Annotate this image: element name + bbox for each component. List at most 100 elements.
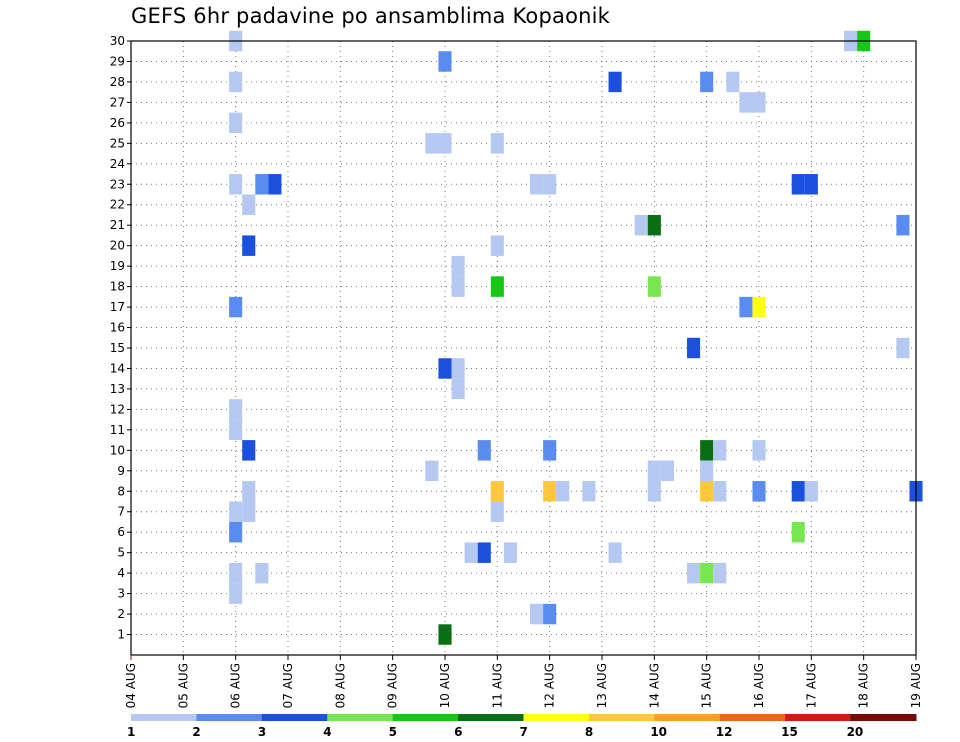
y-tick-label: 18 [110,280,125,294]
x-tick-label: 07 AUG [281,663,295,708]
colorbar-label: 2 [192,725,200,739]
precip-cell [438,51,452,72]
x-tick-label: 12 AUG [543,663,557,708]
y-tick-label: 8 [117,484,125,498]
y-tick-label: 29 [110,54,125,68]
y-tick-label: 3 [117,587,125,601]
precip-cell [556,481,570,502]
y-tick-label: 14 [110,361,125,375]
colorbar-segment [392,714,459,721]
precip-cell [255,562,269,584]
precip-cell [451,255,465,277]
colorbar-label: 12 [716,725,733,739]
y-tick-label: 15 [110,341,125,355]
x-tick-label: 10 AUG [438,663,452,708]
y-tick-label: 2 [117,607,125,621]
precip-cell [242,194,256,215]
x-tick-label: 05 AUG [176,663,190,708]
colorbar-segment [196,714,263,721]
precip-cell [896,214,910,236]
precip-cell [752,296,766,318]
precip-cell [268,174,282,195]
precip-cell [687,337,701,359]
precip-cell [229,521,243,543]
colorbar-label: 4 [323,725,331,739]
precip-cell [647,276,661,297]
precip-cell [896,337,910,359]
precip-cell [229,71,243,93]
y-tick-label: 6 [117,525,125,539]
precip-cell [726,71,740,93]
colorbar: 1 2 3 4 5 6 7 8 10 12 15 20 [127,714,917,739]
precip-cell [660,460,674,482]
precip-cell [503,542,517,563]
colorbar-segment [850,714,917,721]
precip-cell [229,174,243,195]
precip-cell [647,460,661,482]
precip-cell [608,542,622,563]
colorbar-label: 8 [585,725,593,739]
precip-cell [242,235,256,256]
precip-cell [425,460,439,482]
y-tick-label: 20 [110,239,125,253]
precip-cell [739,296,753,318]
y-tick-label: 16 [110,321,125,335]
colorbar-label: 10 [650,725,667,739]
precipitation-cells [229,30,923,645]
x-axis-ticks: 04 AUG 05 AUG 06 AUG 07 AUG 08 AUG 09 AUG 10 A… [124,655,923,708]
precip-cell [791,174,805,195]
x-tick-label: 19 AUG [909,663,923,708]
precip-cell [490,133,504,154]
precip-cell [229,501,243,522]
precip-cell [530,603,544,625]
precip-cell [582,481,596,502]
colorbar-label: 5 [389,725,397,739]
colorbar-label: 7 [520,725,528,739]
precip-cell [490,276,504,297]
colorbar-label: 3 [258,725,266,739]
precip-cell [242,440,256,461]
y-tick-label: 11 [110,423,125,437]
precip-cell [490,235,504,256]
precip-cell [451,276,465,297]
precip-cell [438,133,452,154]
colorbar-label: 15 [781,725,798,739]
precip-cell [477,542,491,563]
colorbar-segment [458,714,524,721]
x-tick-label: 08 AUG [333,663,347,708]
precip-cell [700,440,714,461]
y-tick-label: 25 [110,136,125,150]
grid-lines [131,41,916,655]
x-tick-label: 04 AUG [124,663,138,708]
y-axis-ticks: 1234567891011121314151617181920212223242… [110,34,131,642]
precip-cell [242,501,256,522]
colorbar-segment [327,714,394,721]
y-tick-label: 12 [110,402,125,416]
precip-cell [713,440,727,461]
colorbar-segment [523,714,590,721]
precip-cell [608,71,622,93]
precip-cell [752,440,766,461]
precip-cell [752,92,766,113]
precip-cell [713,562,727,584]
colorbar-segment [261,714,328,721]
colorbar-segment [131,714,197,721]
precip-cell [791,481,805,502]
x-tick-label: 06 AUG [229,663,243,708]
precip-cell [255,174,269,195]
y-tick-label: 19 [110,259,125,273]
precip-cell [490,481,504,502]
y-tick-label: 4 [117,566,125,580]
precip-cell [700,562,714,584]
y-tick-label: 22 [110,198,125,212]
precip-cell [229,399,243,420]
x-tick-label: 16 AUG [752,663,766,708]
precip-cell [634,214,648,236]
colorbar-segment [785,714,852,721]
y-tick-label: 13 [110,382,125,396]
colorbar-segment [588,714,655,721]
precip-cell [647,214,661,236]
x-tick-label: 14 AUG [647,663,661,708]
precip-cell [242,481,256,502]
